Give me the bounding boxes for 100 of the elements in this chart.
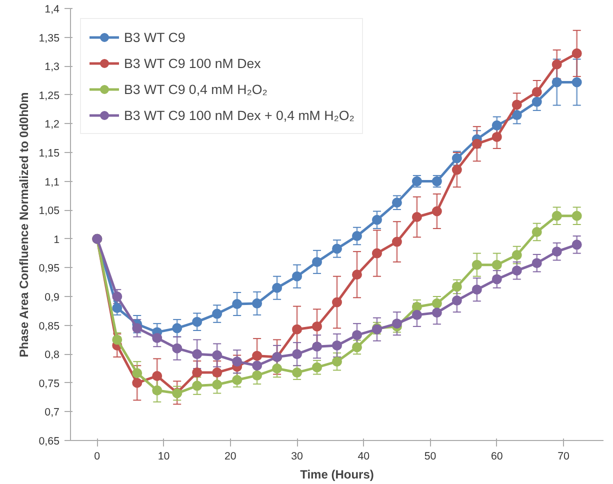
point [212, 380, 222, 390]
point [332, 244, 342, 254]
point [132, 323, 142, 334]
legend-label: B3 WT C9 100 nM Dex + 0,4 mM H₂O₂ [124, 108, 354, 122]
point [572, 77, 582, 88]
point [332, 340, 342, 350]
point [212, 308, 222, 319]
x-tick-label: 20 [224, 450, 236, 462]
point [492, 274, 502, 284]
legend-label: B3 WT C9 100 nM Dex [124, 56, 261, 70]
point [232, 298, 242, 309]
point [552, 246, 562, 257]
point [192, 316, 202, 327]
point [512, 250, 522, 260]
x-axis-title: Time (Hours) [300, 468, 374, 482]
point [412, 302, 422, 312]
point [352, 330, 362, 340]
point [112, 303, 122, 314]
point [432, 206, 442, 216]
x-tick-label: 70 [558, 450, 570, 462]
point [172, 343, 182, 354]
legend-label: B3 WT C9 [124, 30, 186, 44]
y-tick-label: 1,1 [44, 176, 60, 188]
point [532, 96, 542, 107]
y-tick-label: 1,2 [44, 118, 60, 131]
point [492, 260, 502, 270]
point [552, 77, 562, 88]
y-tick-label: 0,95 [38, 262, 60, 275]
y-tick-label: 1,4 [44, 4, 60, 16]
point [472, 260, 482, 270]
point [352, 270, 362, 280]
y-tick-label: 1 [54, 234, 60, 246]
point [472, 138, 482, 149]
point [252, 350, 262, 361]
point [372, 214, 382, 225]
point [392, 236, 402, 247]
point [512, 100, 522, 110]
point [452, 282, 462, 292]
point [392, 198, 402, 208]
point [512, 266, 522, 276]
point [112, 292, 122, 302]
point [272, 364, 282, 374]
point [312, 342, 322, 352]
point [152, 370, 162, 381]
point [172, 323, 182, 334]
x-tick-label: 60 [490, 450, 503, 462]
y-tick-label: 0,85 [38, 320, 60, 332]
point [452, 296, 462, 306]
point [152, 332, 162, 343]
point [112, 334, 122, 345]
point [232, 356, 242, 367]
x-tick-label: 10 [158, 450, 170, 462]
point [412, 310, 422, 320]
point [192, 380, 202, 391]
point [352, 342, 362, 352]
point [532, 87, 542, 98]
y-tick-label: 0,8 [44, 349, 60, 362]
point [312, 256, 322, 267]
point [152, 385, 162, 396]
point [132, 378, 142, 388]
point [412, 212, 422, 222]
y-axis-title: Phase Area Confluence Normalized to 0d0h0m [16, 92, 31, 358]
point [512, 110, 522, 120]
point [352, 231, 362, 242]
point [332, 356, 342, 367]
point [372, 248, 382, 258]
y-tick-label: 0,75 [38, 378, 60, 390]
point [552, 59, 562, 70]
x-tick-label: 30 [291, 450, 304, 462]
point [532, 226, 542, 237]
y-tick-label: 0,9 [44, 292, 60, 304]
point [312, 321, 322, 332]
point [552, 210, 562, 221]
point [432, 298, 442, 308]
point [292, 349, 302, 360]
point [252, 360, 262, 371]
x-tick-label: 40 [358, 450, 370, 462]
x-tick-label: 0 [94, 450, 100, 462]
point [252, 370, 262, 380]
x-tick-label: 50 [424, 450, 436, 462]
point [572, 48, 582, 58]
point [452, 164, 462, 175]
point [132, 368, 142, 378]
point [532, 258, 542, 268]
point [272, 282, 282, 293]
y-tick-label: 0,65 [38, 436, 60, 448]
point [572, 210, 582, 221]
point [212, 368, 222, 378]
point [292, 368, 302, 378]
point [232, 375, 242, 386]
legend-label: B3 WT C9 0,4 mM H₂O₂ [124, 82, 268, 96]
point [472, 284, 482, 295]
y-tick-label: 1,15 [38, 148, 60, 160]
y-tick-label: 0,7 [44, 406, 60, 419]
point [292, 271, 302, 282]
point [572, 240, 582, 250]
y-tick-label: 1,25 [38, 90, 60, 102]
point [292, 324, 302, 334]
point [492, 120, 502, 130]
point [392, 318, 402, 329]
